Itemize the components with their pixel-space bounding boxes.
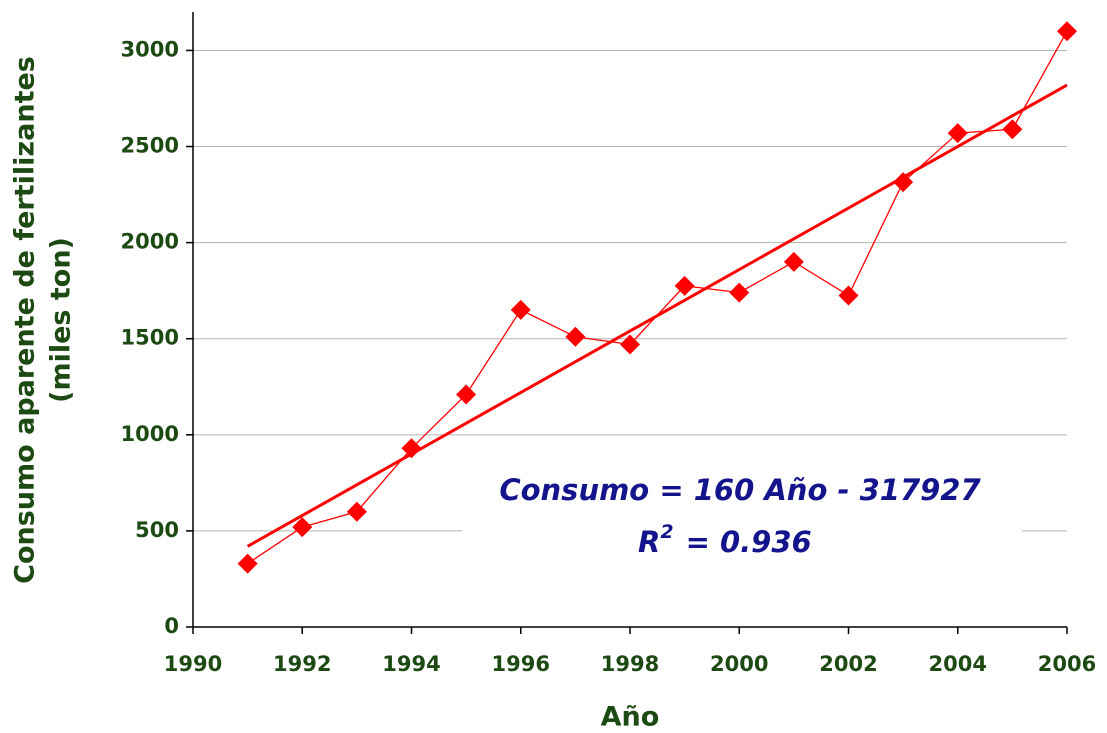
y-tick-label: 500 [135, 518, 179, 542]
trend-line [246, 83, 1068, 548]
y-tick-label: 1000 [121, 422, 179, 446]
x-tick-label: 1998 [601, 652, 659, 676]
data-point [893, 172, 914, 193]
annotation-background [462, 468, 1022, 568]
x-axis-title: Año [601, 702, 660, 733]
r2-value: = 0.936 [686, 525, 812, 559]
data-point [401, 438, 422, 459]
x-tick-label: 2004 [929, 652, 987, 676]
x-tick-label: 1992 [273, 652, 331, 676]
y-tick-label: 1500 [121, 326, 179, 350]
r2-exponent: 2 [660, 521, 673, 543]
r2-label: R2 = 0.936 [638, 521, 812, 560]
data-point [1057, 21, 1077, 42]
r2-symbol: R [638, 525, 660, 559]
x-tick-label: 1994 [382, 652, 440, 676]
y-tick-label: 2000 [121, 230, 179, 254]
data-point [346, 501, 367, 522]
data-point [292, 517, 313, 538]
y-tick-label: 0 [164, 614, 179, 638]
data-point [947, 123, 968, 144]
x-tick-label: 2002 [819, 652, 877, 676]
y-tick-label: 3000 [121, 37, 179, 61]
y-axis-title: Consumo aparente de fertilizantes [10, 56, 41, 584]
y-axis-title: (miles ton) [46, 237, 77, 403]
data-point [729, 282, 750, 303]
x-tick-label: 1996 [492, 652, 550, 676]
data-point [237, 553, 258, 574]
y-tick-label: 2500 [121, 134, 179, 158]
data-point [1002, 119, 1023, 140]
data-point [838, 285, 859, 306]
data-point [620, 334, 640, 355]
equation: Consumo = 160 Año - 317927 [499, 473, 981, 507]
x-tick-label: 1990 [164, 652, 222, 676]
data-point [783, 251, 804, 272]
data-point [456, 384, 477, 405]
data-point [565, 326, 586, 347]
data-point [674, 275, 695, 296]
x-tick-label: 2000 [710, 652, 768, 676]
x-tick-label: 2006 [1038, 652, 1096, 676]
data-point [510, 299, 531, 320]
